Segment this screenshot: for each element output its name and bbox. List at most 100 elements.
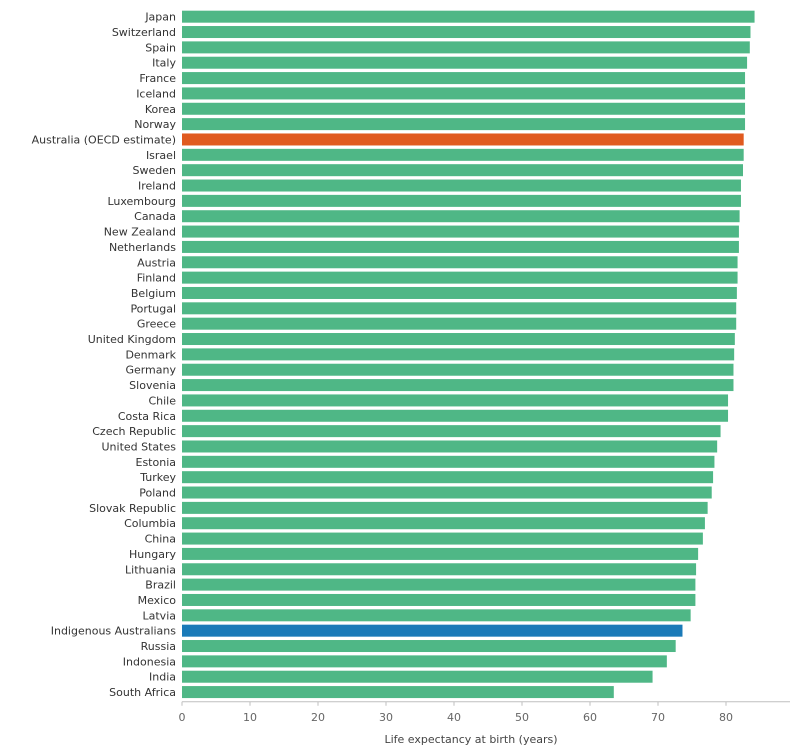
bar-columbia [182, 517, 705, 530]
category-label: Australia (OECD estimate) [32, 133, 176, 146]
category-label: Russia [141, 640, 176, 653]
category-label: Costa Rica [118, 410, 176, 423]
x-tick-label: 60 [583, 711, 597, 724]
x-tick-label: 20 [311, 711, 325, 724]
category-label: Spain [145, 41, 176, 54]
category-label: Chile [148, 394, 176, 407]
category-label: Japan [144, 11, 176, 24]
bar-portugal [182, 302, 737, 315]
category-label: Turkey [139, 471, 176, 484]
bar-greece [182, 317, 737, 330]
category-label: United States [102, 440, 177, 453]
bar-chile [182, 394, 729, 407]
bar-poland [182, 486, 712, 499]
category-label: Ireland [138, 180, 176, 193]
bar-netherlands [182, 240, 739, 253]
category-label: Iceland [136, 87, 176, 100]
bar-latvia [182, 609, 691, 622]
bar-luxembourg [182, 194, 741, 207]
category-label: Estonia [136, 456, 177, 469]
bar-iceland [182, 87, 746, 100]
category-label: New Zealand [104, 226, 176, 239]
category-label: United Kingdom [88, 333, 176, 346]
bar-indonesia [182, 655, 667, 668]
category-label: Greece [137, 318, 176, 331]
x-tick-label: 0 [179, 711, 186, 724]
bar-spain [182, 41, 750, 54]
bar-denmark [182, 348, 735, 361]
category-label: Norway [134, 118, 176, 131]
bar-australia-oecd-estimate [182, 133, 744, 146]
category-label: France [139, 72, 176, 85]
bar-hungary [182, 547, 699, 560]
category-label: China [145, 533, 176, 546]
bar-canada [182, 210, 740, 223]
bar-india [182, 670, 653, 683]
category-label: Poland [139, 487, 176, 500]
bar-korea [182, 102, 746, 115]
bar-turkey [182, 471, 714, 484]
category-label: Portugal [130, 302, 176, 315]
bar-czech-republic [182, 425, 721, 438]
category-label: Finland [137, 272, 176, 285]
category-label: Switzerland [112, 26, 176, 39]
category-label: Sweden [133, 164, 176, 177]
bar-russia [182, 640, 676, 653]
bar-germany [182, 363, 734, 376]
category-label: Slovak Republic [89, 502, 176, 515]
category-label: Brazil [145, 579, 176, 592]
bar-brazil [182, 578, 696, 591]
category-label: Netherlands [109, 241, 176, 254]
bar-mexico [182, 593, 696, 606]
bar-finland [182, 271, 738, 284]
category-label: Czech Republic [92, 425, 176, 438]
category-label: Lithuania [125, 563, 176, 576]
bar-china [182, 532, 703, 545]
bar-estonia [182, 455, 715, 468]
category-label: Denmark [125, 348, 176, 361]
category-label: Indigenous Australians [51, 625, 177, 638]
category-label: Luxembourg [107, 195, 176, 208]
bar-slovak-republic [182, 501, 708, 514]
bar-ireland [182, 179, 741, 192]
bar-israel [182, 148, 744, 161]
category-label: Israel [146, 149, 176, 162]
category-label: Germany [125, 364, 176, 377]
category-label: South Africa [109, 686, 176, 699]
bar-switzerland [182, 26, 751, 39]
category-label: Korea [145, 103, 176, 116]
bar-italy [182, 56, 748, 69]
bar-lithuania [182, 563, 697, 576]
x-tick-label: 80 [719, 711, 733, 724]
x-tick-label: 50 [515, 711, 529, 724]
x-ticks-group: 0 10 20 30 40 50 60 70 80 [179, 701, 733, 724]
bar-new-zealand [182, 225, 739, 238]
bar-sweden [182, 164, 743, 177]
x-tick-label: 70 [651, 711, 665, 724]
bar-indigenous-australians [182, 624, 683, 637]
x-axis-title: Life expectancy at birth (years) [384, 733, 557, 746]
category-label: Austria [137, 256, 176, 269]
bars-group [182, 10, 755, 699]
bar-slovenia [182, 379, 734, 392]
category-label: Indonesia [123, 655, 176, 668]
x-tick-label: 40 [447, 711, 461, 724]
bar-united-states [182, 440, 718, 453]
bar-belgium [182, 286, 737, 299]
category-label: Canada [134, 210, 176, 223]
bar-austria [182, 256, 738, 269]
bar-united-kingdom [182, 333, 735, 346]
category-label: Mexico [138, 594, 177, 607]
x-tick-label: 30 [379, 711, 393, 724]
category-labels-group: Japan Switzerland Spain Italy France Iceland K… [32, 11, 177, 699]
category-label: India [149, 671, 176, 684]
bar-south-africa [182, 686, 614, 699]
category-label: Belgium [131, 287, 176, 300]
bar-japan [182, 10, 755, 23]
x-tick-label: 10 [243, 711, 257, 724]
category-label: Slovenia [129, 379, 176, 392]
category-label: Latvia [143, 609, 177, 622]
bar-costa-rica [182, 409, 729, 422]
